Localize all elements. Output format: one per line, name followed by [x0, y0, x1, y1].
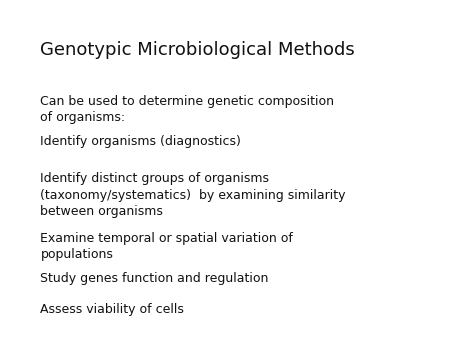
Text: Can be used to determine genetic composition
of organisms:: Can be used to determine genetic composi…	[40, 95, 334, 124]
Text: Identify distinct groups of organisms
(taxonomy/systematics)  by examining simil: Identify distinct groups of organisms (t…	[40, 172, 346, 218]
Text: Study genes function and regulation: Study genes function and regulation	[40, 272, 269, 285]
Text: Assess viability of cells: Assess viability of cells	[40, 303, 184, 315]
Text: Examine temporal or spatial variation of
populations: Examine temporal or spatial variation of…	[40, 232, 293, 261]
Text: Identify organisms (diagnostics): Identify organisms (diagnostics)	[40, 135, 241, 148]
Text: Genotypic Microbiological Methods: Genotypic Microbiological Methods	[40, 41, 355, 58]
